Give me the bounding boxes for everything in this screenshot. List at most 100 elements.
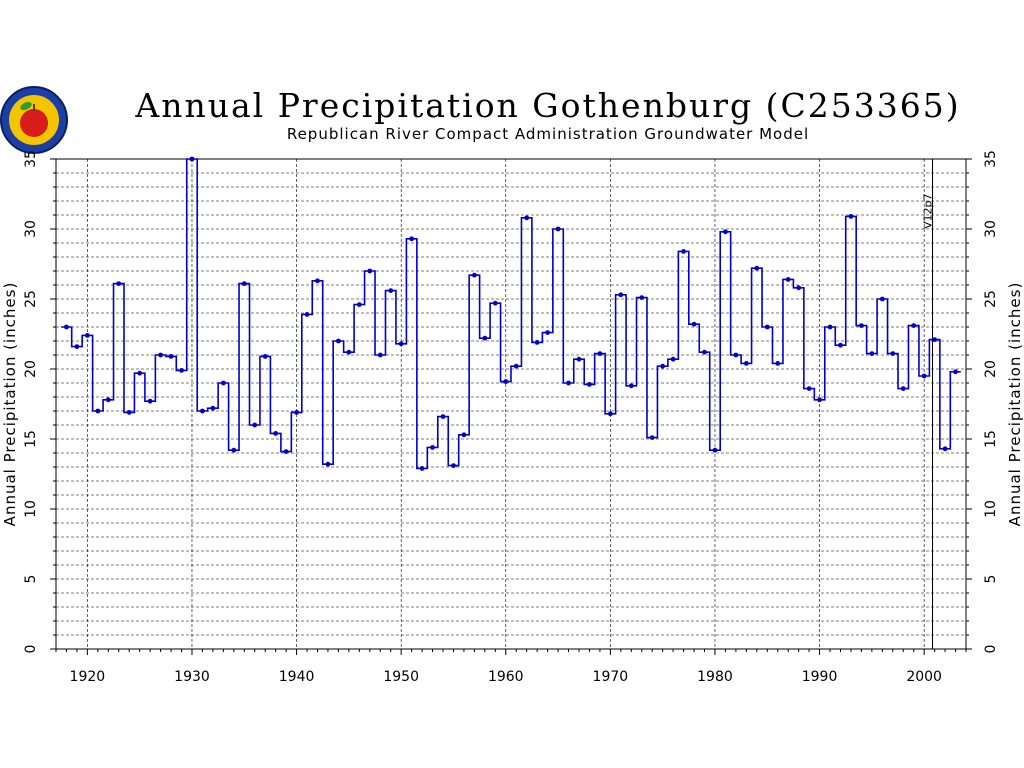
data-point xyxy=(545,330,551,335)
axes xyxy=(50,158,972,655)
data-point xyxy=(304,312,310,317)
data-point xyxy=(168,354,174,359)
data-point xyxy=(419,466,425,471)
data-point xyxy=(126,410,132,415)
y-tick-label-left: 10 xyxy=(23,500,39,518)
data-point xyxy=(116,281,122,286)
y-tick-label-right: 10 xyxy=(983,500,999,518)
data-point xyxy=(367,268,373,274)
data-point xyxy=(566,380,571,386)
data-point xyxy=(733,352,739,358)
data-point xyxy=(346,349,352,355)
tick-labels: 0 0 5 5 10 10 15 15 20 20 25 25 30 30 35 35 1920 1930 1940… xyxy=(23,150,999,685)
data-point xyxy=(241,281,247,286)
series xyxy=(61,156,961,471)
data-point xyxy=(953,369,958,375)
logo-leaf-icon xyxy=(20,101,32,111)
data-point xyxy=(105,397,111,403)
data-point xyxy=(252,422,258,428)
grid xyxy=(56,159,966,649)
data-point xyxy=(471,272,477,278)
data-point xyxy=(95,408,101,414)
y-tick-label-right: 5 xyxy=(983,575,999,584)
data-point xyxy=(785,277,791,282)
data-point xyxy=(670,356,676,362)
y-tick-label-left: 35 xyxy=(23,150,39,168)
x-tick-label: 1960 xyxy=(488,669,524,685)
data-point xyxy=(482,335,488,341)
y-tick-label-right: 35 xyxy=(983,150,999,168)
data-point xyxy=(137,370,143,376)
annotation: V12p7 xyxy=(922,159,935,649)
annotation-label: V12p7 xyxy=(922,193,935,229)
data-point xyxy=(409,236,415,242)
data-point xyxy=(838,342,843,348)
y-tick-label-right: 20 xyxy=(983,360,999,378)
y-tick-label-right: 15 xyxy=(983,430,999,448)
data-point xyxy=(451,463,456,468)
y-tick-label-left: 20 xyxy=(23,360,39,378)
data-point xyxy=(764,324,770,330)
data-point xyxy=(607,411,613,417)
data-point xyxy=(158,352,163,358)
data-point xyxy=(691,321,697,327)
data-point xyxy=(336,338,341,344)
y-tick-label-right: 30 xyxy=(983,220,999,238)
x-tick-label: 1970 xyxy=(593,669,629,685)
data-point xyxy=(932,337,938,342)
data-point xyxy=(283,449,289,454)
plot-frame xyxy=(55,158,967,650)
x-tick-label: 1980 xyxy=(697,669,733,685)
x-tick-label: 2000 xyxy=(906,669,942,685)
data-point xyxy=(848,214,854,219)
data-point xyxy=(492,300,498,306)
data-point xyxy=(660,363,666,369)
data-point xyxy=(618,292,624,298)
data-point xyxy=(84,333,90,338)
data-point xyxy=(869,351,875,356)
data-point xyxy=(587,382,592,387)
y-tick-label-right: 0 xyxy=(983,645,999,654)
y-tick-label-left: 0 xyxy=(23,645,39,654)
data-point xyxy=(461,432,467,438)
data-point xyxy=(189,156,195,162)
data-point xyxy=(806,386,812,391)
data-point xyxy=(628,383,634,389)
logo xyxy=(0,86,68,154)
data-point xyxy=(911,323,917,328)
data-point xyxy=(827,324,833,330)
data-point xyxy=(681,249,686,254)
x-tick-label: 1940 xyxy=(279,669,315,685)
data-point xyxy=(513,363,519,369)
data-point xyxy=(576,356,582,362)
data-point xyxy=(398,341,404,347)
data-point xyxy=(377,352,383,358)
data-point xyxy=(775,361,781,366)
y-tick-label-left: 30 xyxy=(23,220,39,238)
data-point xyxy=(210,405,216,411)
data-point xyxy=(879,296,885,302)
chart-title: Annual Precipitation Gothenburg (C253365… xyxy=(134,86,960,125)
data-point xyxy=(147,398,153,404)
data-point xyxy=(273,431,279,436)
data-point xyxy=(712,447,718,453)
data-point xyxy=(64,324,69,330)
data-point xyxy=(942,446,948,452)
data-point xyxy=(440,414,446,419)
data-point xyxy=(524,215,530,221)
data-point xyxy=(430,445,435,450)
data-point xyxy=(817,397,822,403)
data-point xyxy=(754,265,760,271)
data-point xyxy=(534,340,540,345)
y-tick-label-right: 25 xyxy=(983,290,999,308)
data-point xyxy=(649,435,655,440)
x-tick-label: 1920 xyxy=(70,669,106,685)
data-point xyxy=(200,408,205,414)
x-tick-label: 1930 xyxy=(174,669,210,685)
x-tick-label: 1950 xyxy=(383,669,419,685)
data-point xyxy=(723,229,728,235)
data-point xyxy=(262,354,268,359)
data-point xyxy=(356,302,362,307)
data-point xyxy=(325,461,331,467)
